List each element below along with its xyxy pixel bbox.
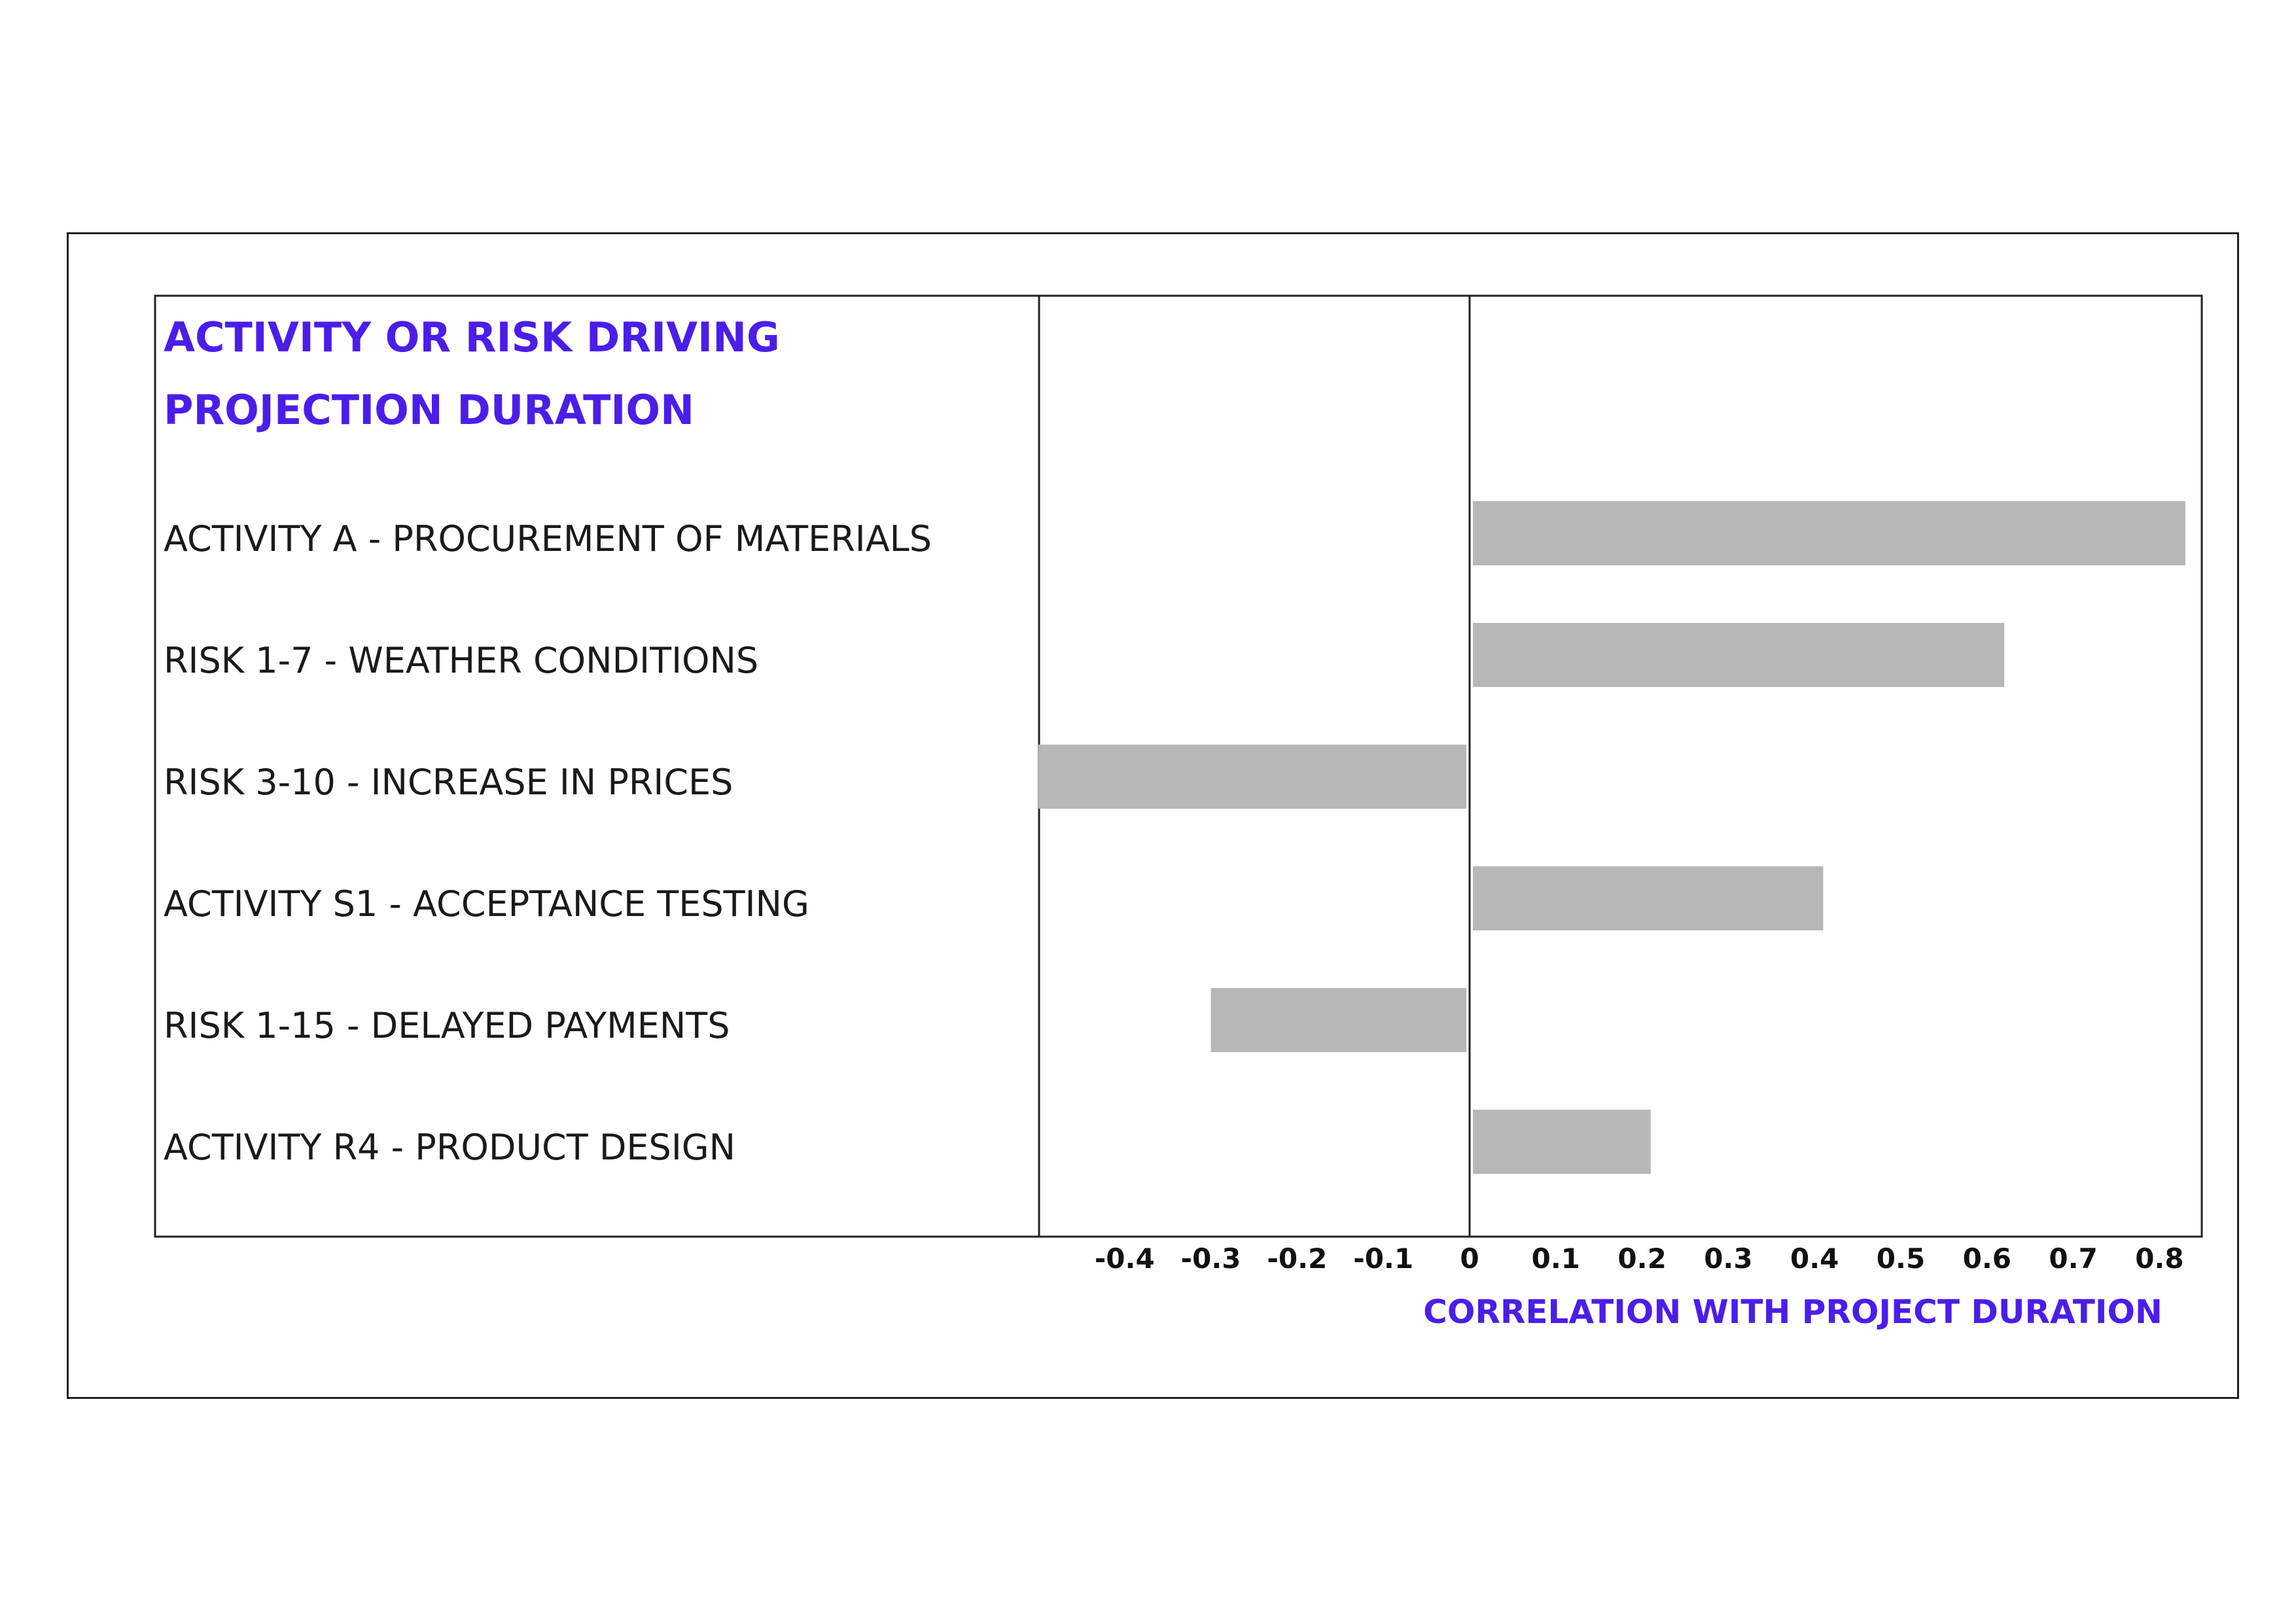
x-tick-label: -0.4 <box>1095 1243 1155 1275</box>
x-tick-label: 0.5 <box>1877 1243 1925 1275</box>
x-tick-label: 0.2 <box>1617 1243 1666 1275</box>
category-label: ACTIVITY R4 - PRODUCT DESIGN <box>164 1127 735 1168</box>
x-tick-label: 0 <box>1460 1243 1479 1275</box>
chart-title-line-1: ACTIVITY OR RISK DRIVING <box>164 313 780 361</box>
bars-group <box>1038 501 2185 1174</box>
chart-panel <box>154 294 2203 1238</box>
x-axis-title: CORRELATION WITH PROJECT DURATION <box>1423 1293 2163 1331</box>
category-labels: ACTIVITY A - PROCUREMENT OF MATERIALS RI… <box>164 518 932 1168</box>
bar-1 <box>1473 501 2185 565</box>
x-tick-labels: -0.4 -0.3 -0.2 -0.1 0 0.1 0.2 0.3 0.4 0.5 0.6 0.7 0.… <box>1095 1243 2184 1275</box>
bar-6 <box>1473 1110 1651 1174</box>
x-tick-label: 0.7 <box>2049 1243 2097 1275</box>
category-label: RISK 3-10 - INCREASE IN PRICES <box>164 762 733 803</box>
bar-4 <box>1473 866 1824 930</box>
bar-3 <box>1038 745 1466 809</box>
x-tick-label: 0.3 <box>1704 1243 1752 1275</box>
x-tick-label: -0.2 <box>1267 1243 1327 1275</box>
bar-2 <box>1473 623 2005 687</box>
category-label: RISK 1-15 - DELAYED PAYMENTS <box>164 1005 730 1046</box>
category-label: RISK 1-7 - WEATHER CONDITIONS <box>164 640 758 681</box>
x-tick-label: -0.3 <box>1181 1243 1241 1275</box>
x-tick-label: 0.4 <box>1790 1243 1839 1275</box>
outer-frame <box>67 232 2239 1399</box>
x-tick-label: 0.1 <box>1532 1243 1580 1275</box>
x-tick-label: 0.6 <box>1963 1243 2011 1275</box>
category-label: ACTIVITY A - PROCUREMENT OF MATERIALS <box>164 518 932 559</box>
chart-title-line-2: PROJECTION DURATION <box>164 386 694 434</box>
bar-5 <box>1210 988 1466 1052</box>
category-label: ACTIVITY S1 - ACCEPTANCE TESTING <box>164 883 809 925</box>
x-tick-label: -0.1 <box>1353 1243 1413 1275</box>
x-tick-label: 0.8 <box>2135 1243 2183 1275</box>
